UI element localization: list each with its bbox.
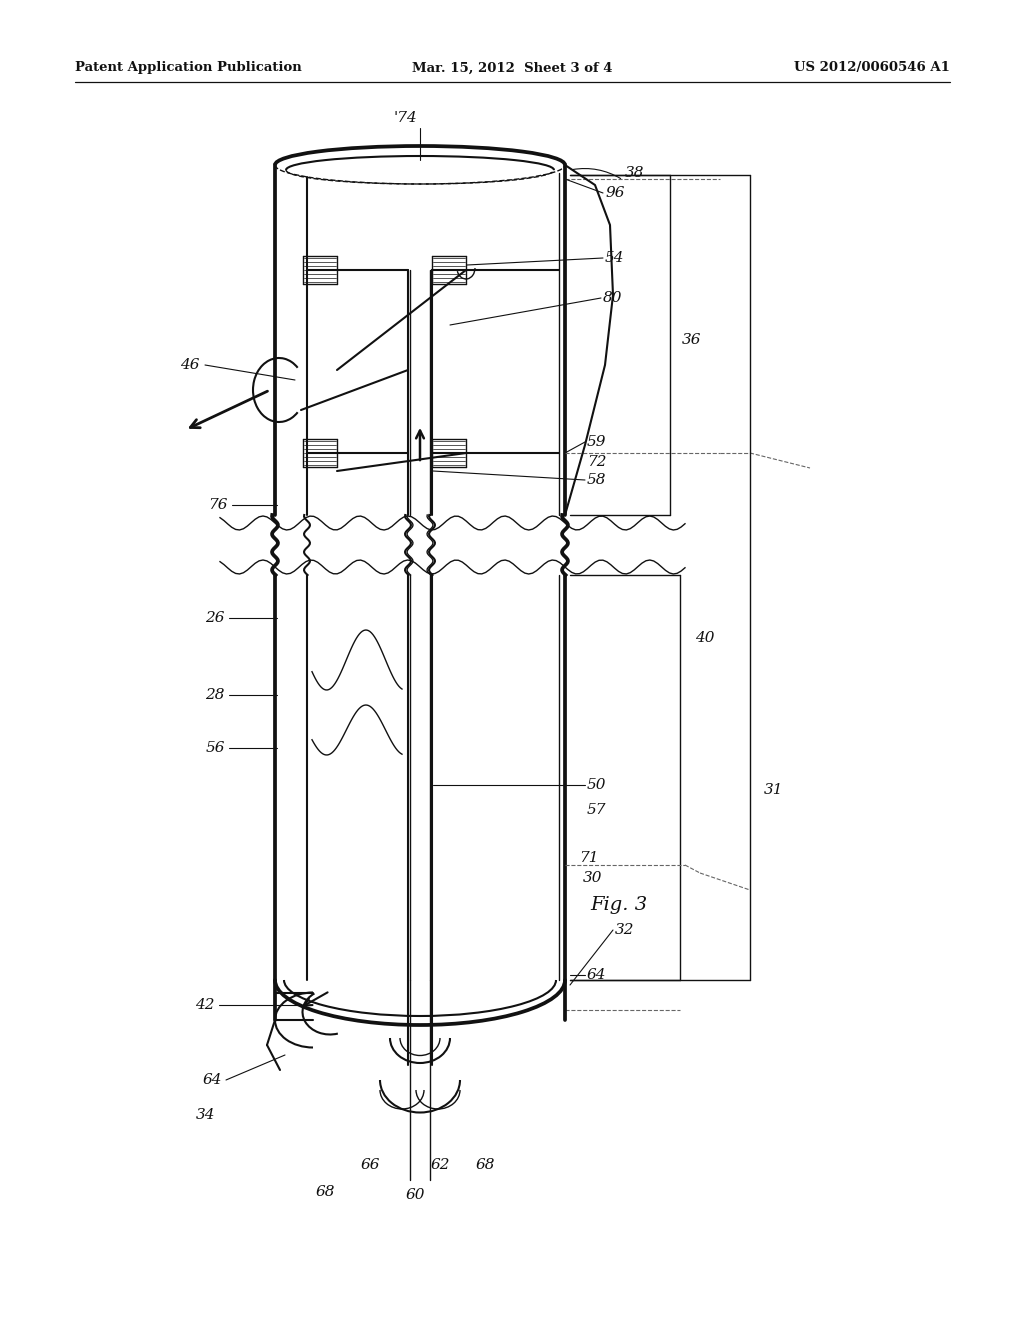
Text: 62: 62: [430, 1158, 450, 1172]
Text: 36: 36: [682, 333, 701, 347]
Text: 46: 46: [180, 358, 200, 372]
Text: 58: 58: [587, 473, 606, 487]
Text: 31: 31: [764, 783, 783, 797]
Text: 34: 34: [196, 1107, 215, 1122]
Text: 28: 28: [206, 688, 225, 702]
Text: 50: 50: [587, 777, 606, 792]
Text: 38: 38: [625, 166, 644, 180]
Text: Patent Application Publication: Patent Application Publication: [75, 62, 302, 74]
Text: 57: 57: [587, 803, 606, 817]
Text: 72: 72: [587, 455, 606, 469]
Text: 40: 40: [695, 631, 715, 645]
Text: 60: 60: [406, 1188, 425, 1203]
Text: 76: 76: [209, 498, 228, 512]
Text: Mar. 15, 2012  Sheet 3 of 4: Mar. 15, 2012 Sheet 3 of 4: [412, 62, 612, 74]
Text: 64: 64: [203, 1073, 222, 1086]
Text: 64: 64: [587, 968, 606, 982]
Text: '74: '74: [393, 111, 417, 125]
Text: 32: 32: [615, 923, 635, 937]
Text: 26: 26: [206, 611, 225, 624]
Text: 56: 56: [206, 741, 225, 755]
Text: US 2012/0060546 A1: US 2012/0060546 A1: [795, 62, 950, 74]
Text: 68: 68: [315, 1185, 335, 1199]
Text: 42: 42: [196, 998, 215, 1012]
Text: 59: 59: [587, 436, 606, 449]
Text: 96: 96: [605, 186, 625, 201]
Text: 30: 30: [583, 871, 602, 884]
Text: 66: 66: [360, 1158, 380, 1172]
Text: 68: 68: [475, 1158, 495, 1172]
Text: 54: 54: [605, 251, 625, 265]
Text: 71: 71: [579, 851, 598, 865]
Text: Fig. 3: Fig. 3: [590, 896, 647, 913]
Text: 80: 80: [603, 290, 623, 305]
